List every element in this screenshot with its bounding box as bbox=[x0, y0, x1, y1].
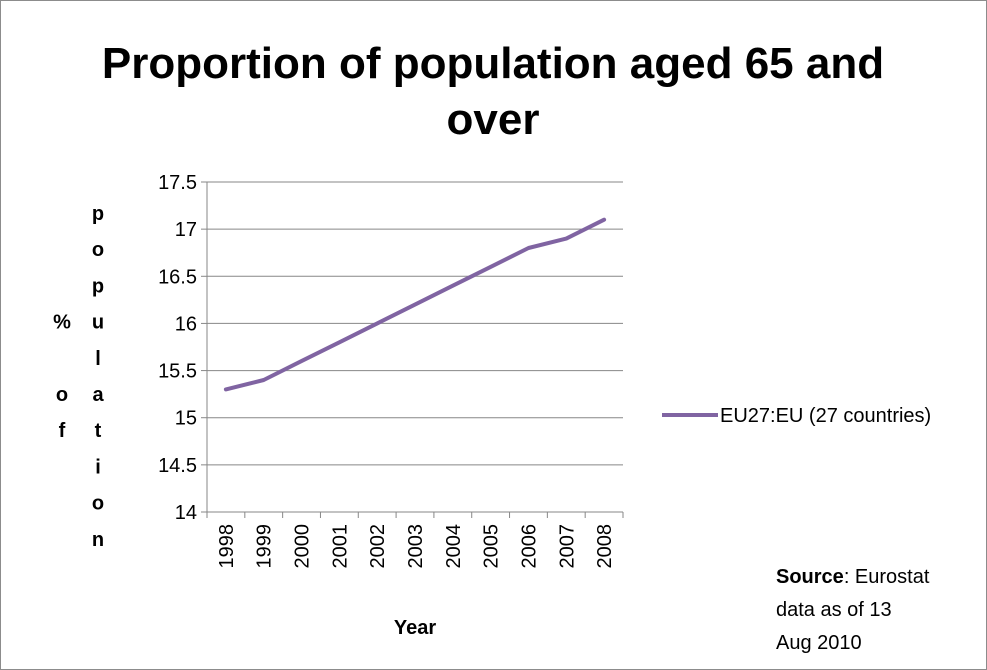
x-tick-label: 1999 bbox=[254, 524, 276, 569]
axes bbox=[201, 181, 624, 518]
y-axis-title-char: t bbox=[95, 420, 102, 442]
chart-title-line-1: Proportion of population aged 65 and bbox=[102, 39, 884, 88]
source-note: Source: Eurostat data as of 13 Aug 2010 bbox=[776, 566, 930, 654]
source-line-1: Source: Eurostat bbox=[776, 566, 930, 588]
y-tick-label: 16.5 bbox=[158, 266, 197, 288]
source-line-2: data as of 13 bbox=[776, 599, 892, 621]
series-line bbox=[223, 217, 607, 392]
y-axis-title-char: o bbox=[92, 493, 104, 515]
chart-title-line-2: over bbox=[447, 95, 540, 144]
source-text-1: : Eurostat bbox=[844, 566, 930, 588]
x-tick-label: 1998 bbox=[216, 524, 238, 569]
y-tick-label: 15.5 bbox=[158, 361, 197, 383]
y-axis-title-char: p bbox=[92, 275, 104, 297]
y-axis-title-char: o bbox=[92, 239, 104, 261]
y-tick-labels: 14 14.5 15 15.5 16 16.5 17 17.5 bbox=[158, 172, 197, 524]
x-tick-label: 2007 bbox=[556, 524, 578, 569]
y-axis-title-char: f bbox=[59, 420, 66, 442]
y-axis-title-char: p bbox=[92, 203, 104, 225]
x-tick-labels: 1998 1999 2000 2001 2002 2003 2004 2005 2006 2007… bbox=[216, 524, 616, 569]
x-axis-title: Year bbox=[394, 617, 436, 639]
x-tick-label: 2006 bbox=[518, 524, 540, 569]
x-tick-label: 2003 bbox=[405, 524, 427, 569]
y-tick-label: 15 bbox=[175, 408, 197, 430]
x-tick-label: 2008 bbox=[594, 524, 616, 569]
y-axis-title-char: l bbox=[95, 348, 101, 370]
y-tick-label: 17.5 bbox=[158, 172, 197, 194]
source-line-3: Aug 2010 bbox=[776, 632, 862, 654]
gridlines bbox=[207, 181, 623, 466]
y-axis-title-char: % bbox=[53, 312, 71, 334]
x-tick-label: 2000 bbox=[292, 524, 314, 569]
y-tick-label: 16 bbox=[175, 313, 197, 335]
y-tick-label: 14.5 bbox=[158, 455, 197, 477]
source-label: Source bbox=[776, 566, 844, 588]
series-lines bbox=[223, 217, 607, 392]
legend-label: EU27:EU (27 countries) bbox=[720, 405, 931, 427]
y-tick-label: 17 bbox=[175, 219, 197, 241]
x-tick-label: 2005 bbox=[481, 524, 503, 569]
y-axis-title-char: i bbox=[95, 456, 101, 478]
x-tick-label: 2001 bbox=[329, 524, 351, 569]
x-tick-label: 2004 bbox=[443, 524, 465, 569]
y-axis-title: population%of bbox=[53, 203, 104, 551]
x-tick-label: 2002 bbox=[367, 524, 389, 569]
y-tick-label: 14 bbox=[175, 502, 197, 524]
y-axis-title-char: n bbox=[92, 529, 104, 551]
legend: EU27:EU (27 countries) bbox=[662, 405, 931, 427]
y-axis-title-char: a bbox=[92, 384, 104, 406]
y-axis-title-char: u bbox=[92, 312, 104, 334]
y-axis-title-char: o bbox=[56, 384, 68, 406]
